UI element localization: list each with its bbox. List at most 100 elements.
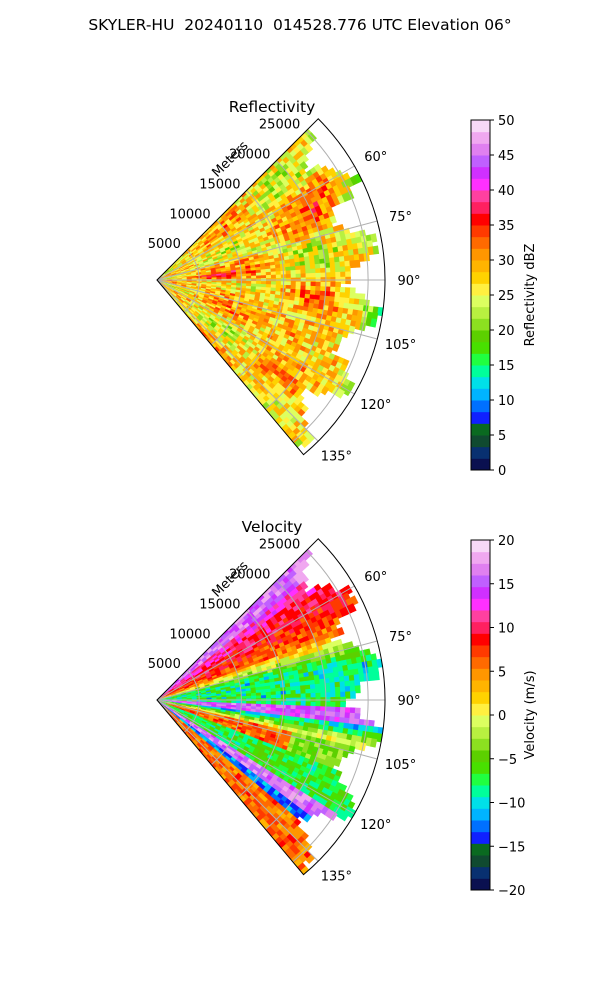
radar-cell [243, 314, 250, 320]
radar-cell [185, 676, 191, 681]
radar-cell [203, 295, 210, 300]
radar-cell [166, 693, 172, 697]
radar-cell [208, 668, 215, 673]
colorbar-tick-label: 30 [498, 254, 515, 269]
radar-cell [171, 273, 177, 276]
radar-cell [222, 674, 229, 679]
radar-cell [205, 687, 212, 691]
radar-cell [256, 372, 265, 381]
radar-cell [203, 259, 210, 264]
radar-cell [209, 249, 216, 255]
radar-cell [233, 242, 240, 248]
radar-cell [217, 653, 224, 659]
radar-cell [198, 294, 205, 299]
radar-cell [209, 331, 216, 338]
radar-cell [189, 686, 196, 690]
radar-cell [219, 236, 226, 243]
radar-cell [191, 306, 198, 312]
radar-cell [170, 692, 177, 696]
radar-cell [198, 670, 205, 675]
radar-cell [184, 290, 190, 295]
radar-cell [208, 296, 215, 301]
radar-cell [175, 691, 182, 694]
radar-cell [180, 690, 187, 694]
radar-cell [181, 680, 187, 685]
radar-cell [230, 655, 237, 662]
radar-cell [208, 229, 215, 236]
radar-cell [168, 288, 174, 293]
radar-cell [176, 695, 183, 698]
radar-cell [217, 233, 224, 239]
radar-cell [247, 315, 255, 322]
azimuth-grid-line [156, 220, 378, 281]
radar-cell [211, 662, 218, 668]
radar-cell [167, 685, 173, 691]
radar-cell [198, 240, 205, 247]
azimuth-tick-label: 135° [321, 449, 352, 464]
radar-cell [175, 270, 181, 273]
radar-cell [372, 245, 380, 255]
radar-cell [220, 670, 227, 676]
radar-cell [199, 319, 206, 326]
radar-cell [226, 252, 234, 258]
radar-cell [235, 667, 242, 673]
radar-cell [167, 289, 173, 295]
radar-cell [176, 294, 182, 300]
radar-cell [171, 696, 178, 698]
radar-cell [180, 304, 186, 310]
radar-cell [197, 249, 204, 254]
radar-cell [225, 248, 232, 254]
radar-cell [205, 234, 212, 241]
radar-cell [160, 282, 166, 287]
radar-cell [313, 387, 323, 398]
radar-cell [220, 305, 227, 310]
radar-cell [178, 675, 184, 681]
radar-cell [205, 671, 212, 677]
radar-cell [341, 329, 350, 339]
radar-cell [193, 304, 199, 310]
range-grid-arc [183, 249, 200, 313]
radar-cell [168, 266, 174, 271]
radar-cell [227, 301, 234, 306]
radar-cell [165, 693, 172, 696]
radar-cell [183, 674, 190, 680]
radar-cell [192, 319, 199, 326]
radar-cell [166, 273, 172, 277]
radar-cell [208, 259, 215, 264]
radar-cell [244, 311, 251, 318]
radar-cell [203, 239, 210, 245]
radar-cell [187, 295, 194, 299]
colorbar-segment [471, 295, 490, 308]
colorbar-segment [471, 236, 490, 249]
radar-cell [197, 322, 204, 328]
radar-cell [201, 244, 208, 250]
radar-cell [161, 275, 167, 278]
radar-cell [189, 289, 196, 293]
radar-cell [178, 299, 184, 304]
colorbar-segment [471, 283, 490, 296]
radar-cell [202, 317, 208, 323]
radar-cell [195, 245, 202, 251]
radar-cell [206, 326, 213, 333]
radar-cell [176, 681, 182, 686]
radar-cell [190, 307, 197, 313]
radar-cell [170, 286, 176, 290]
radar-cell [179, 677, 185, 682]
radar-cell [183, 683, 189, 688]
radar-cell [183, 253, 189, 259]
radar-cell [304, 143, 314, 153]
radar-cell [235, 308, 242, 314]
radar-cell [236, 303, 244, 309]
radar-cell [211, 674, 218, 679]
radar-cell [179, 290, 185, 294]
radar-cell [176, 276, 183, 279]
radar-cell [181, 693, 187, 696]
colorbar-segment [471, 458, 490, 471]
radar-cell [185, 691, 192, 695]
radar-cell [237, 314, 245, 321]
radar-cell [194, 318, 200, 325]
radar-cell [373, 671, 380, 681]
radar-cell [186, 273, 192, 276]
radar-cell [170, 286, 176, 290]
radar-cell [209, 306, 216, 311]
